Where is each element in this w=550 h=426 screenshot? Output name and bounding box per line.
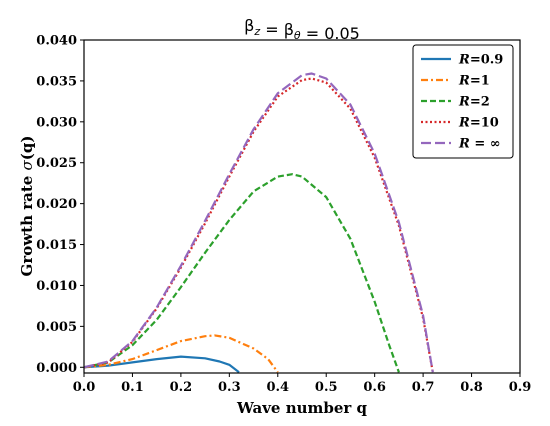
legend-label-2: R=2	[458, 95, 490, 110]
y-tick-label: 0.025	[36, 156, 77, 171]
plot-area: 0.0 0.1 0.2 0.3 0.4 0.5 0.6 0.7 0.8 0.9 0.000 0.005…	[36, 34, 531, 396]
legend-label-1: R=1	[458, 74, 490, 89]
x-tick-label: 0.5	[315, 380, 338, 395]
legend: R=0.9 R=1 R=2 R=10 R = ∞	[412, 44, 514, 159]
series-line-3	[84, 77, 434, 373]
legend-label-4: R = ∞	[458, 137, 501, 152]
y-tick-label: 0.010	[36, 279, 77, 294]
x-tick-label: 0.1	[121, 380, 144, 395]
series-line-1	[84, 334, 279, 373]
x-tick-label: 0.0	[73, 380, 96, 395]
y-tick-label: 0.005	[36, 320, 77, 335]
axes-frame	[83, 39, 521, 374]
series-line-2	[84, 173, 400, 373]
y-tick-label: 0.000	[36, 361, 77, 376]
x-tick-label: 0.3	[218, 380, 241, 395]
y-tick-label: 0.015	[36, 238, 77, 253]
series-lines	[84, 72, 434, 373]
legend-label-3: R=10	[458, 116, 499, 131]
series-line-4	[84, 72, 434, 373]
x-tick-label: 0.2	[170, 380, 193, 395]
x-axis-label: Wave number q	[236, 399, 368, 417]
x-tick-label: 0.6	[363, 380, 386, 395]
y-tick-label: 0.035	[36, 74, 77, 89]
y-tick-label: 0.020	[36, 197, 77, 212]
legend-label-0: R=0.9	[458, 53, 503, 68]
x-tick-label: 0.7	[412, 380, 435, 395]
y-axis-label: Growth rate σ(q)	[18, 136, 36, 277]
x-tick-label: 0.9	[509, 380, 532, 395]
x-tick-label: 0.8	[460, 380, 483, 395]
chart-title: βz = βθ = 0.05	[244, 16, 360, 43]
legend-box	[412, 44, 514, 159]
series-line-0	[84, 355, 240, 373]
y-tick-label: 0.040	[36, 34, 77, 49]
y-tick-label: 0.030	[36, 115, 77, 130]
x-tick-label: 0.4	[266, 380, 289, 395]
